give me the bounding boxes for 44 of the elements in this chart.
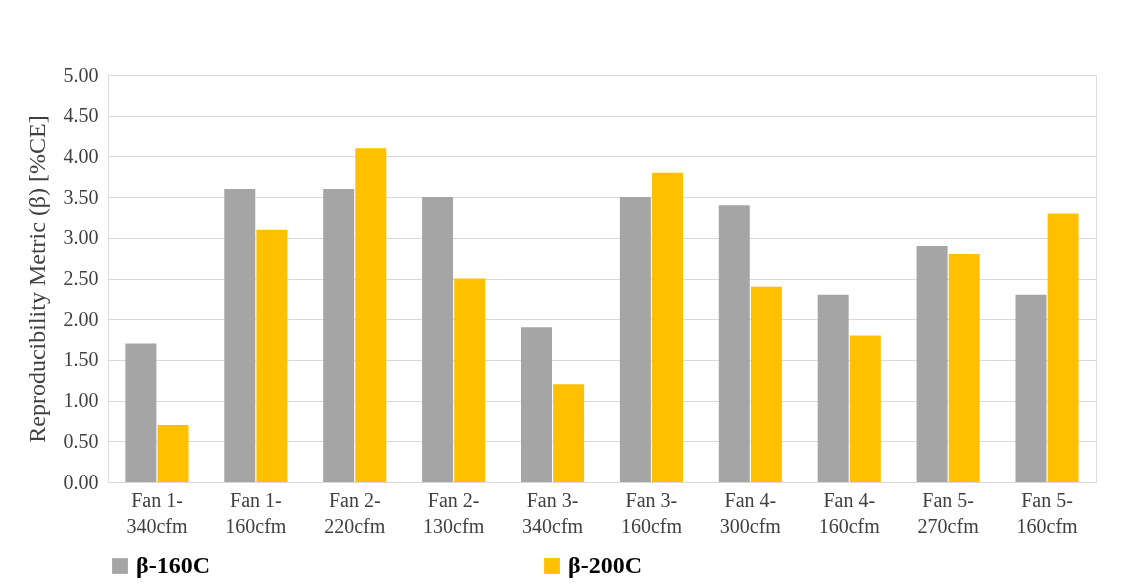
bar <box>355 148 387 482</box>
x-tick-label: Fan 2- 220cfm <box>324 488 386 537</box>
bar <box>1047 213 1079 482</box>
bar <box>553 384 585 482</box>
x-tick-label: Fan 1- 340cfm <box>126 488 188 537</box>
legend-label: β-160C <box>136 552 210 578</box>
x-tick-label: Fan 5- 160cfm <box>1016 488 1079 537</box>
y-tick-label: 4.50 <box>63 104 99 127</box>
bar <box>157 425 189 482</box>
bar <box>256 229 288 482</box>
bar <box>718 205 750 482</box>
y-tick-label: 2.00 <box>63 307 99 330</box>
bar <box>323 188 355 482</box>
bar <box>619 197 651 482</box>
y-tick-label: 3.50 <box>63 185 99 208</box>
y-tick-label: 3.00 <box>63 226 99 249</box>
y-axis-title: Reproducibility Metric (β) [%CE] <box>23 115 50 443</box>
legend-label: β-200C <box>568 552 642 578</box>
y-tick-label: 4.00 <box>63 144 99 167</box>
y-tick-label: 5.00 <box>63 63 99 86</box>
bar <box>454 278 486 482</box>
x-tick-label: Fan 3- 340cfm <box>522 488 584 537</box>
bar <box>916 245 948 482</box>
y-tick-label: 0.00 <box>63 470 99 493</box>
bar <box>817 294 849 482</box>
y-tick-label: 0.50 <box>63 429 99 452</box>
bar <box>224 188 256 482</box>
y-tick-label: 1.00 <box>63 389 99 412</box>
bar <box>948 254 980 482</box>
y-tick-label: 1.50 <box>63 348 99 371</box>
bar <box>422 197 454 482</box>
x-tick-label: Fan 4- 300cfm <box>719 488 782 537</box>
x-tick-label: Fan 3- 160cfm <box>620 488 683 537</box>
bar <box>520 327 552 482</box>
x-tick-label: Fan 4- 160cfm <box>818 488 881 537</box>
x-tick-label: Fan 1- 160cfm <box>225 488 287 537</box>
y-tick-label: 2.50 <box>63 267 99 289</box>
bar <box>750 286 782 482</box>
bar <box>125 343 157 482</box>
x-tick-label: Fan 5- 270cfm <box>917 488 980 537</box>
bar <box>652 172 684 482</box>
bar <box>1015 294 1047 482</box>
bar <box>849 335 881 482</box>
x-tick-label: Fan 2- 130cfm <box>423 488 485 537</box>
